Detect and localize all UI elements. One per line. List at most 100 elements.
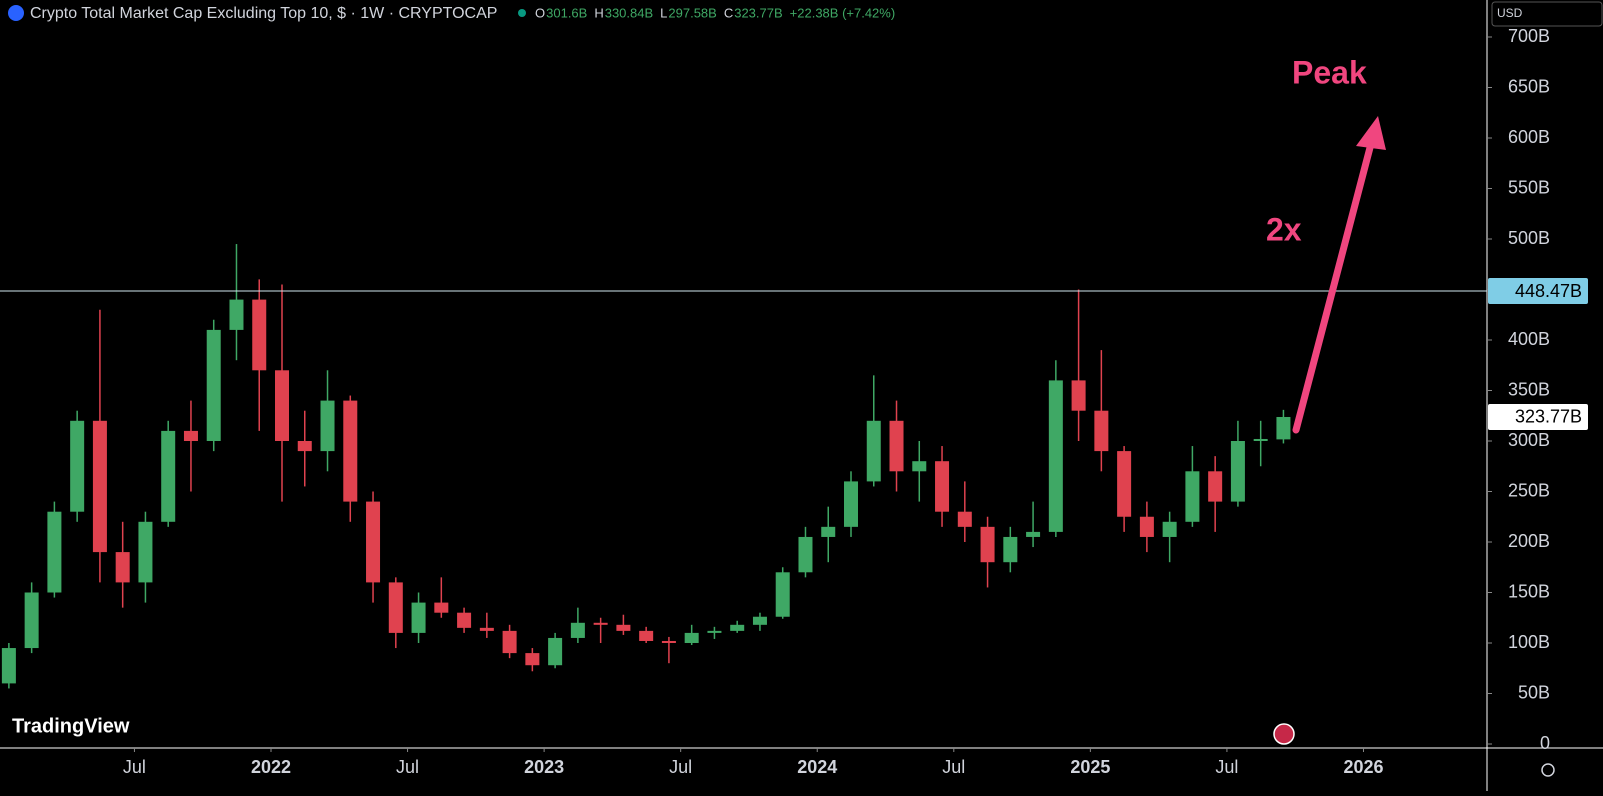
x-tick-label: Jul [669, 757, 692, 777]
annotation: 2x [1266, 211, 1302, 247]
candle-body [821, 526, 836, 537]
ohlc-value: 301.6B [546, 5, 587, 20]
x-tick-label: Jul [123, 757, 146, 777]
ohlc-label: L [660, 5, 667, 20]
candle-body [479, 627, 494, 631]
candle-body [1185, 471, 1200, 522]
candle-body [229, 299, 244, 330]
candle-body [411, 602, 426, 633]
candle-body [593, 622, 608, 625]
ohlc-label: C [724, 5, 733, 20]
y-tick-label: 400B [1508, 329, 1550, 349]
y-tick-label: 50B [1518, 682, 1550, 702]
candle-body [707, 630, 722, 633]
candle-body [1071, 380, 1086, 411]
hline-label: 448.47B [1515, 281, 1582, 301]
candle-body [684, 632, 699, 643]
candle-body [457, 612, 472, 628]
candle-body [730, 624, 745, 631]
y-tick-label: 650B [1508, 76, 1550, 96]
candle-body [92, 420, 107, 553]
candle-body [24, 592, 39, 649]
candle-body [502, 630, 517, 654]
candle-body [70, 420, 85, 512]
candle-body [252, 299, 267, 371]
y-tick-label: 600B [1508, 127, 1550, 147]
candle-body [639, 630, 654, 641]
candle-body [980, 526, 995, 563]
ohlc-label: H [594, 5, 603, 20]
candle-body [1276, 416, 1291, 440]
candle-body [1162, 521, 1177, 537]
candle-body [548, 637, 563, 666]
candle-body [343, 400, 358, 502]
candle-body [138, 521, 153, 583]
candle-body [388, 582, 403, 633]
y-tick-label: 250B [1508, 480, 1550, 500]
candle-body [798, 536, 813, 573]
hline-tag [1488, 278, 1588, 305]
ohlc-label: O [535, 5, 545, 20]
candle-body [1, 648, 16, 684]
currency: USD [1497, 6, 1523, 20]
x-tick-label: 2023 [524, 757, 564, 777]
annotation: Peak [1292, 54, 1367, 90]
logo: TradingView [12, 715, 130, 737]
candle-body [935, 461, 950, 512]
candle-body [1139, 516, 1154, 537]
y-tick-label: 700B [1508, 26, 1550, 46]
candle-body [844, 481, 858, 527]
currency-select[interactable] [1491, 1, 1603, 27]
y-tick-label: 350B [1508, 379, 1550, 399]
y-tick-label: 150B [1508, 581, 1550, 601]
change: +22.38B (+7.42%) [790, 5, 896, 20]
arrow-head [1356, 116, 1386, 150]
y-tick-label: 200B [1508, 531, 1550, 551]
candle-body [183, 430, 198, 441]
y-tick-label: 100B [1508, 632, 1550, 652]
chart-title: Crypto Total Market Cap Excluding Top 10… [30, 5, 497, 22]
candle-body [366, 501, 381, 583]
x-tick-label: 2022 [251, 757, 291, 777]
ohlc-value: 297.58B [668, 5, 716, 20]
candle-body [206, 329, 221, 441]
candle-body [866, 420, 881, 482]
last-price-tag [1488, 403, 1588, 430]
candle-body [297, 441, 312, 452]
ohlc-value: 330.84B [605, 5, 653, 20]
last-price-label: 323.77B [1515, 407, 1582, 427]
candle-body [47, 511, 62, 593]
x-tick-label: 2025 [1070, 757, 1110, 777]
candle-body [434, 602, 449, 613]
event-icon[interactable] [1273, 723, 1295, 745]
x-tick-label: Jul [396, 757, 419, 777]
candle-body [115, 552, 130, 583]
candle-body [1253, 438, 1268, 441]
y-tick-label: 500B [1508, 228, 1550, 248]
y-tick-label: 0 [1540, 733, 1550, 753]
candle-body [775, 572, 790, 617]
symbol-icon [8, 5, 24, 21]
candle-body [1117, 451, 1132, 517]
y-tick-label: 550B [1508, 177, 1550, 197]
candle-body [320, 400, 335, 452]
candle-body [661, 640, 676, 643]
candle-body [1048, 380, 1063, 532]
candle-body [570, 622, 585, 638]
arrow [1292, 136, 1376, 434]
x-tick-label: 2024 [797, 757, 837, 777]
settings-icon[interactable] [1541, 763, 1555, 777]
candle-body [912, 461, 927, 472]
x-tick-label: 2026 [1343, 757, 1383, 777]
candle-body [1094, 410, 1109, 452]
y-tick-label: 300B [1508, 430, 1550, 450]
ohlc-value: 323.77B [734, 5, 782, 20]
candle-body [752, 616, 767, 625]
candle-body [161, 430, 176, 522]
status-dot [518, 9, 526, 17]
x-tick-label: Jul [942, 757, 965, 777]
candle-body [1230, 441, 1245, 502]
x-tick-label: Jul [1215, 757, 1238, 777]
